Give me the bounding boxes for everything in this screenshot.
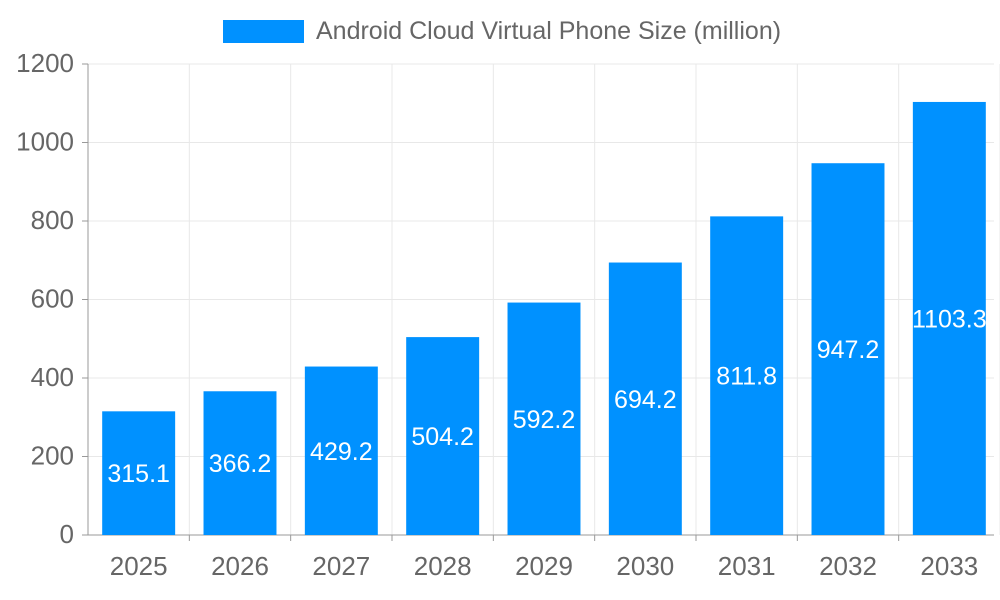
svg-text:504.2: 504.2 — [411, 423, 474, 451]
svg-text:2025: 2025 — [110, 551, 168, 581]
svg-text:811.8: 811.8 — [716, 363, 777, 391]
svg-text:600: 600 — [31, 284, 74, 314]
svg-text:2030: 2030 — [616, 551, 674, 581]
svg-text:2027: 2027 — [312, 551, 370, 581]
svg-text:800: 800 — [31, 205, 74, 235]
svg-text:694.2: 694.2 — [614, 386, 677, 414]
svg-text:2026: 2026 — [211, 551, 269, 581]
svg-text:2033: 2033 — [920, 551, 978, 581]
svg-text:0: 0 — [60, 519, 74, 549]
svg-text:2031: 2031 — [718, 551, 776, 581]
svg-text:1103.3: 1103.3 — [912, 305, 987, 333]
svg-text:2029: 2029 — [515, 551, 573, 581]
svg-text:947.2: 947.2 — [817, 336, 880, 364]
svg-text:400: 400 — [31, 362, 74, 392]
svg-text:Android Cloud Virtual Phone Si: Android Cloud Virtual Phone Size (millio… — [316, 17, 781, 45]
svg-text:592.2: 592.2 — [513, 406, 576, 434]
svg-text:1200: 1200 — [16, 48, 74, 78]
svg-text:2028: 2028 — [414, 551, 472, 581]
svg-text:366.2: 366.2 — [209, 450, 272, 478]
svg-text:200: 200 — [31, 441, 74, 471]
svg-text:2032: 2032 — [819, 551, 877, 581]
svg-text:1000: 1000 — [16, 127, 74, 157]
svg-text:429.2: 429.2 — [310, 438, 373, 466]
svg-text:315.1: 315.1 — [107, 460, 170, 488]
